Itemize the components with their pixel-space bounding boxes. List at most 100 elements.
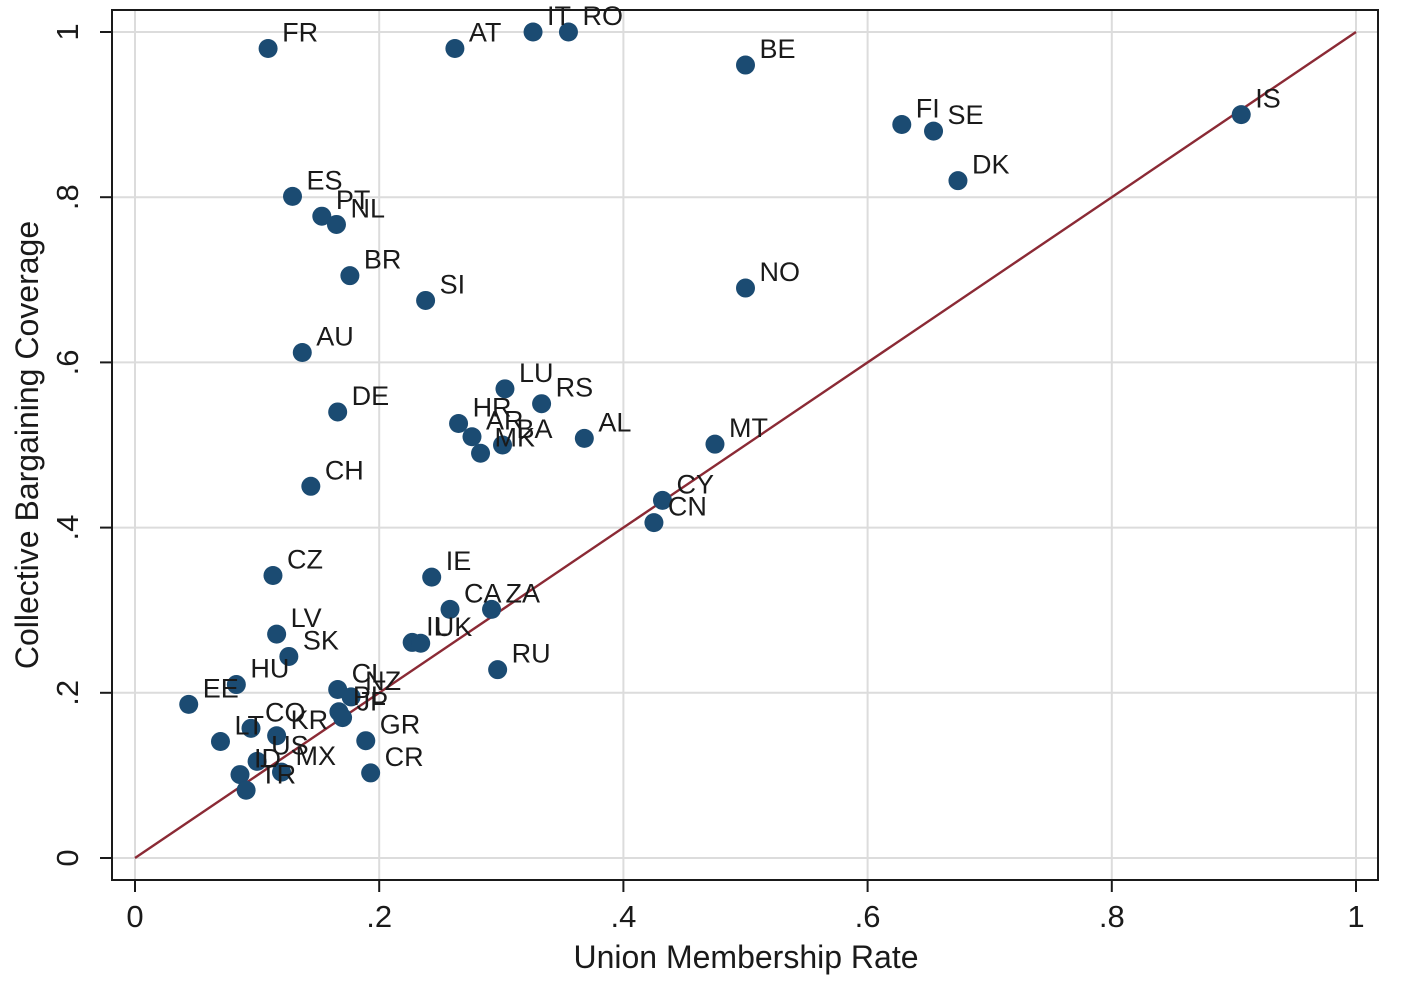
- y-tick-label: .8: [50, 184, 85, 210]
- data-point-mk: [471, 443, 491, 463]
- point-label-mk: MK: [495, 422, 535, 452]
- data-point-cy: [652, 490, 672, 510]
- point-label-cy: CY: [676, 469, 714, 499]
- data-point-au: [292, 342, 312, 362]
- point-label-us: US: [271, 730, 309, 760]
- y-axis-title: Collective Bargaining Coverage: [9, 221, 45, 669]
- grid: [112, 10, 1378, 880]
- point-label-dk: DK: [972, 150, 1010, 180]
- point-label-tr: TR: [260, 759, 296, 789]
- data-point-ie: [422, 567, 442, 587]
- data-point-ar: [462, 427, 482, 447]
- y-tick-label: .4: [50, 515, 85, 541]
- point-label-rs: RS: [556, 373, 594, 403]
- x-tick-label: 1: [1347, 899, 1364, 934]
- point-label-br: BR: [364, 245, 402, 275]
- point-label-il: IL: [426, 611, 449, 641]
- data-point-gr: [356, 731, 376, 751]
- data-point-de: [328, 402, 348, 422]
- x-tick-label: .6: [855, 899, 881, 934]
- data-point-nl: [326, 214, 346, 234]
- data-point-mt: [705, 434, 725, 454]
- point-label-ie: IE: [446, 546, 472, 576]
- point-label-lu: LU: [519, 358, 554, 388]
- point-label-al: AL: [598, 407, 631, 437]
- point-label-ee: EE: [203, 673, 239, 703]
- point-label-it: IT: [547, 1, 571, 31]
- point-label-hr: HR: [473, 393, 512, 423]
- point-label-nz: NZ: [365, 666, 401, 696]
- data-point-no: [736, 278, 755, 298]
- data-point-co: [241, 718, 261, 738]
- point-label-si: SI: [440, 269, 466, 299]
- point-label-gr: GR: [380, 710, 421, 740]
- point-label-lv: LV: [291, 603, 322, 633]
- data-point-lu: [495, 379, 515, 399]
- point-label-cr: CR: [385, 742, 424, 772]
- point-label-kr: KR: [291, 705, 329, 735]
- data-point-za: [482, 599, 502, 619]
- point-label-sk: SK: [303, 625, 339, 655]
- y-tick-label: .6: [50, 349, 85, 375]
- data-point-br: [340, 266, 360, 286]
- point-label-no: NO: [760, 257, 801, 287]
- data-point-cn: [644, 513, 664, 533]
- data-point-sk: [279, 646, 299, 666]
- point-label-za: ZA: [506, 578, 541, 608]
- y-tick-label: 0: [50, 849, 85, 866]
- point-label-ru: RU: [512, 639, 551, 669]
- data-point-fi: [892, 115, 912, 135]
- x-axis-title: Union Membership Rate: [573, 939, 918, 975]
- data-point-pt: [312, 206, 332, 226]
- data-point-lv: [267, 624, 287, 644]
- data-point-es: [283, 186, 303, 206]
- point-label-pt: PT: [336, 185, 371, 215]
- data-point-fr: [258, 39, 278, 59]
- point-label-is: IS: [1255, 84, 1281, 114]
- point-label-at: AT: [469, 18, 502, 48]
- point-label-ro: RO: [582, 1, 623, 31]
- point-label-ba: BA: [517, 414, 553, 444]
- data-point-cz: [263, 566, 283, 586]
- data-point-ch: [301, 476, 321, 496]
- data-point-ee: [179, 694, 199, 714]
- point-label-be: BE: [760, 34, 796, 64]
- point-label-au: AU: [316, 321, 354, 351]
- data-point-se: [924, 121, 944, 141]
- data-point-ba: [493, 435, 513, 455]
- x-tick-label: .8: [1099, 899, 1125, 934]
- data-point-is: [1231, 105, 1251, 125]
- data-point-tr: [236, 780, 256, 800]
- data-point-jp: [333, 708, 353, 728]
- data-point-ro: [558, 22, 578, 42]
- data-point-rs: [532, 394, 552, 414]
- y-tick-label: .2: [50, 680, 85, 706]
- point-label-cl: CL: [352, 658, 387, 688]
- data-point-cr: [361, 763, 381, 783]
- y-tick-label: 1: [50, 23, 85, 40]
- data-point-dk: [948, 171, 968, 191]
- data-point-lt: [210, 732, 230, 752]
- data-point-us: [247, 751, 267, 771]
- point-label-ch: CH: [325, 455, 364, 485]
- data-point-at: [445, 39, 465, 59]
- data-points: [179, 22, 1251, 800]
- point-label-fi: FI: [916, 94, 940, 124]
- point-label-co: CO: [265, 697, 306, 727]
- data-point-it: [523, 22, 543, 42]
- point-label-mx: MX: [296, 741, 337, 771]
- data-point-hu: [226, 675, 246, 695]
- x-tick-label: .4: [610, 899, 636, 934]
- point-label-cz: CZ: [287, 545, 323, 575]
- data-point-uk: [411, 633, 431, 653]
- point-label-hu: HU: [250, 654, 289, 684]
- point-label-se: SE: [948, 100, 984, 130]
- x-tick-label: 0: [126, 899, 143, 934]
- data-point-kr: [267, 726, 287, 746]
- data-point-ca: [440, 599, 460, 619]
- plot-frame: [111, 9, 1379, 881]
- data-point-be: [736, 55, 755, 75]
